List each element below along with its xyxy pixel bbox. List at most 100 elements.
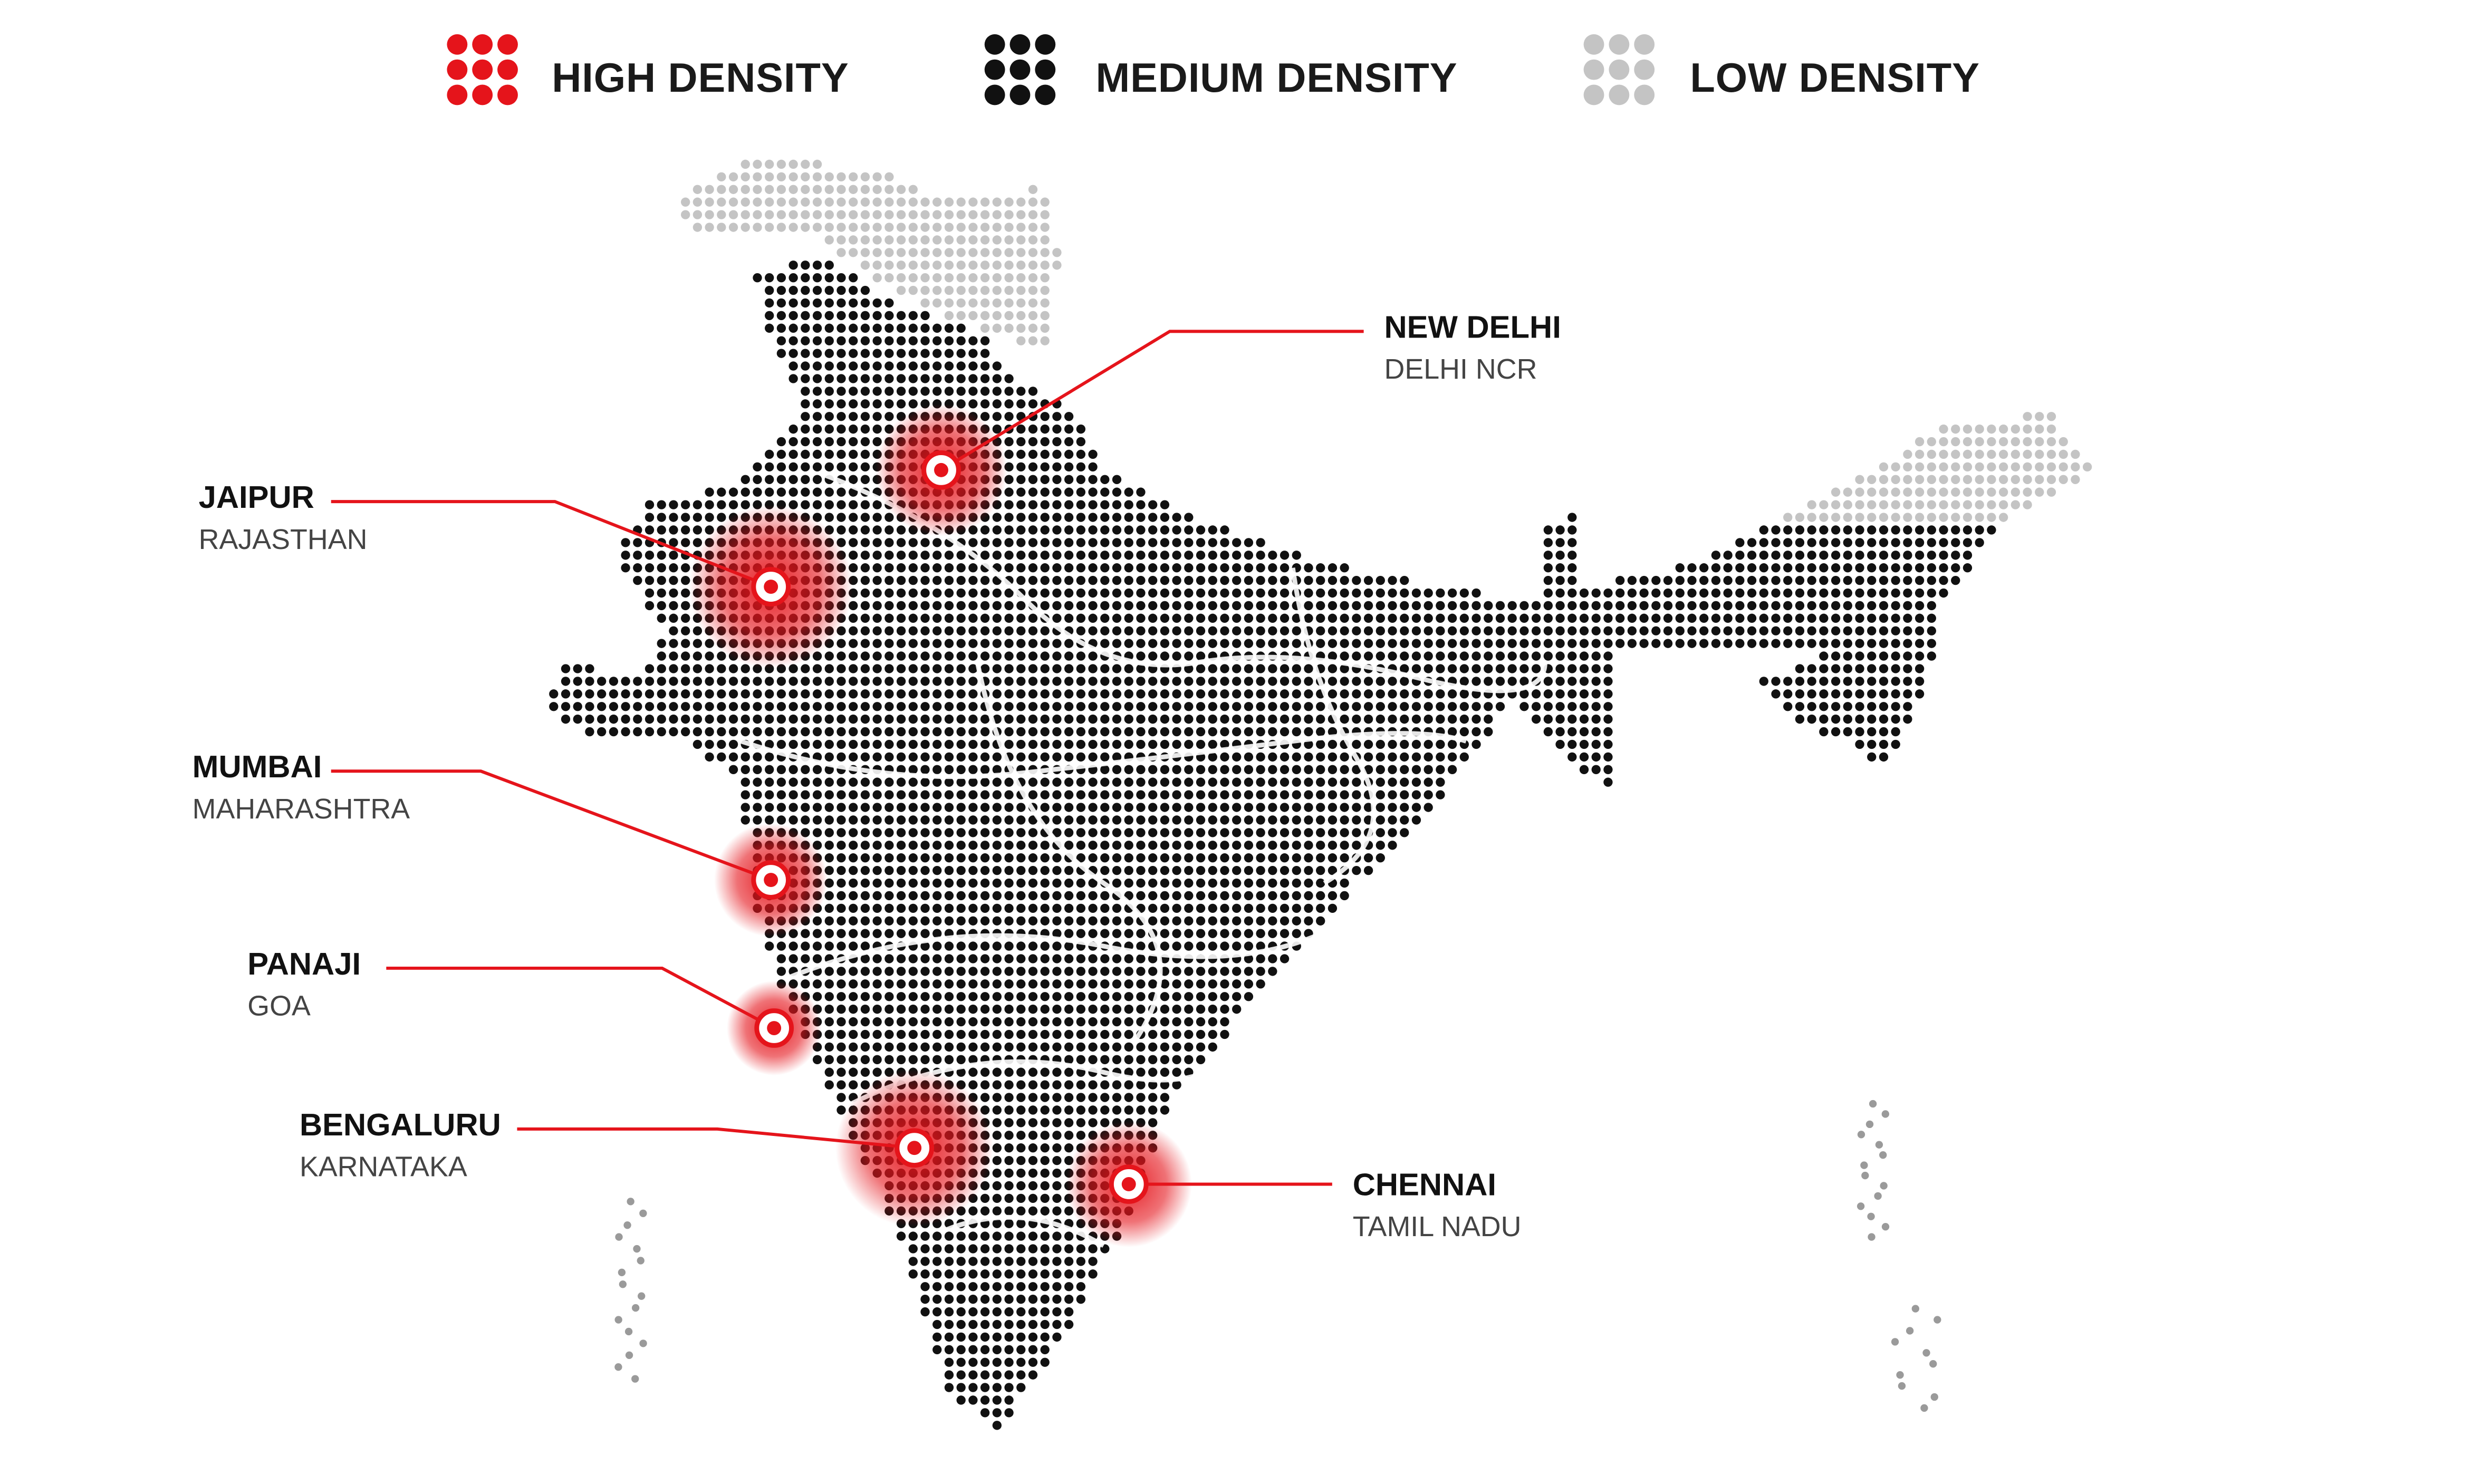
map-dot [968,601,978,611]
map-dot [992,223,1002,232]
map-dot [1184,639,1194,648]
map-dot [1124,626,1133,635]
map-dot [980,387,990,396]
map-dot [1783,702,1793,711]
map-dot [1196,563,1206,573]
map-dot [753,727,762,737]
map-dot [944,1319,954,1329]
map-dot [944,349,954,358]
map-dot [1603,714,1613,724]
map-dot [1112,1029,1122,1039]
map-dot [1088,449,1098,459]
island-dot [1865,1120,1874,1129]
map-dot [1112,613,1122,623]
map-dot [1112,979,1122,989]
map-dot [1064,1257,1074,1266]
map-dot [860,601,870,611]
map-dot [812,361,822,371]
map-dot [1675,575,1685,585]
map-dot [1100,677,1110,686]
map-dot [2023,424,2032,434]
map-dot [920,336,930,345]
map-dot [944,601,954,611]
map-dot [824,1042,834,1052]
map-dot [992,1155,1002,1165]
map-dot [1052,929,1062,938]
map-dot [1124,1055,1133,1064]
map-dot [1915,525,1925,535]
map-dot [1352,651,1361,661]
map-dot [1112,765,1122,774]
map-dot [992,1029,1002,1039]
map-dot [1436,651,1445,661]
map-dot [1112,954,1122,963]
map-dot [1076,815,1086,825]
map-dot [1543,551,1553,560]
map-dot [1855,739,1864,749]
map-dot [980,815,990,825]
map-dot [1867,525,1877,535]
map-dot [1376,588,1385,598]
map-dot [1567,677,1577,686]
map-dot [1136,613,1146,623]
map-dot [1100,525,1110,535]
map-dot [956,374,966,383]
map-dot [812,1055,822,1064]
map-dot [1172,878,1181,888]
map-dot [1124,1105,1133,1115]
map-dot [980,601,990,611]
map-dot [1256,967,1265,976]
map-dot [1447,752,1457,762]
map-dot [1484,714,1493,724]
map-dot [1963,563,1973,573]
map-dot [633,714,642,724]
map-dot [1136,891,1146,901]
map-dot [849,399,858,409]
map-dot [1447,613,1457,623]
map-dot [1447,651,1457,661]
map-dot [1304,803,1313,812]
map-dot [1256,979,1265,989]
map-dot [1831,714,1841,724]
map-dot [1088,1269,1098,1279]
map-dot [1148,639,1158,648]
map-dot [1998,475,2008,484]
map-dot [896,891,906,901]
map-dot [1447,714,1457,724]
map-dot [776,714,786,724]
map-dot [2023,412,2032,421]
map-dot [908,916,918,926]
map-dot [1759,613,1768,623]
map-dot [1376,828,1385,837]
map-dot [1400,765,1409,774]
map-dot [932,323,942,333]
map-dot [920,210,930,219]
map-dot [2011,424,2021,434]
map-dot [1052,475,1062,484]
map-dot [1100,916,1110,926]
map-dot [1040,601,1050,611]
map-dot [956,1357,966,1367]
map-dot [1352,739,1361,749]
map-dot [1172,1017,1181,1027]
map-dot [1040,651,1050,661]
map-dot [1148,689,1158,699]
map-dot [1172,865,1181,875]
map-dot [1579,601,1589,611]
map-dot [669,575,678,585]
map-dot [1268,878,1277,888]
map-dot [836,1017,846,1027]
map-dot [1016,739,1026,749]
map-dot [1256,865,1265,875]
map-dot [740,752,750,762]
map-dot [896,349,906,358]
map-dot [836,1093,846,1102]
map-dot [1208,714,1217,724]
map-dot [980,1383,990,1392]
map-dot [692,727,703,737]
map-dot [801,739,810,749]
map-dot [776,159,786,169]
legend-dot [1583,84,1604,105]
map-dot [1064,462,1074,472]
map-dot [1184,677,1194,686]
